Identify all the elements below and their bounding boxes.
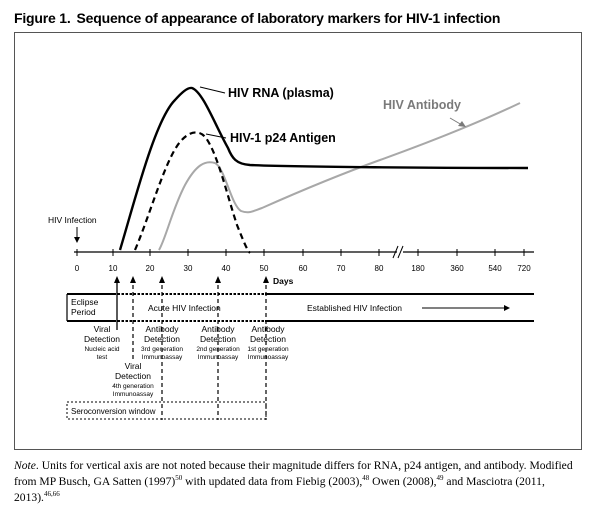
- figure-title: Figure 1. Sequence of appearance of labor…: [14, 10, 500, 26]
- note-text-4: and Masciotra (2011, 2013).: [14, 475, 545, 504]
- p24-curve: [133, 131, 251, 254]
- antibody-label: HIV Antibody: [383, 98, 461, 112]
- rna-curve: [118, 86, 529, 251]
- detection-viral-nat-sub2: test: [97, 354, 108, 361]
- note-text-2: with updated data from Fiebig (2003),: [182, 475, 363, 488]
- detection-1st-gen-sub2: Immunoassay: [248, 354, 289, 361]
- marker-2nd-gen-arrowhead: [215, 276, 221, 283]
- tick-label-360: 360: [450, 264, 464, 273]
- axis-break-icon: [392, 245, 404, 259]
- hiv-markers-diagram: HIV RNA (plasma) HIV-1 p24 Antigen HIV A…: [48, 86, 534, 420]
- tick-label-70: 70: [337, 264, 346, 273]
- tick-label-60: 60: [299, 264, 308, 273]
- rna-pointer: [199, 86, 226, 94]
- marker-viral-nat-arrowhead: [114, 276, 120, 283]
- detection-3rd-gen-sub1: 3rd generation: [141, 346, 183, 353]
- established-arrowhead: [504, 305, 510, 311]
- marker-1st-gen-arrowhead: [263, 276, 269, 283]
- marker-3rd-gen-arrowhead: [159, 276, 165, 283]
- established-label: Established HIV Infection: [307, 303, 402, 313]
- eclipse-label-1: Eclipse: [71, 297, 99, 307]
- detection-4th-gen-sub2: Immunoassay: [113, 391, 154, 398]
- detection-4th-gen-sub1: 4th generation: [112, 383, 154, 390]
- p24-pointer: [205, 133, 227, 139]
- ref-fiebig: 48: [362, 474, 370, 483]
- detection-2nd-gen-title2: Detection: [200, 334, 236, 344]
- detection-3rd-gen-title1: Antibody: [145, 324, 179, 334]
- detection-2nd-gen-sub1: 2nd generation: [196, 346, 240, 353]
- figure-title-text: Sequence of appearance of laboratory mar…: [76, 10, 501, 26]
- days-unit: Days: [273, 276, 294, 286]
- tick-label-10: 10: [109, 264, 118, 273]
- figure-frame: [14, 32, 582, 450]
- detection-viral-nat-sub1: Nucleic acid: [84, 346, 119, 353]
- note-lead: Note: [14, 459, 36, 472]
- tick-label-40: 40: [222, 264, 231, 273]
- p24-label: HIV-1 p24 Antigen: [230, 131, 336, 145]
- note-text-1: . Units for vertical axis are not noted …: [14, 459, 573, 488]
- tick-label-30: 30: [184, 264, 193, 273]
- rna-label: HIV RNA (plasma): [228, 86, 334, 100]
- antibody-curve: [158, 102, 521, 251]
- acute-label: Acute HIV Infection: [148, 303, 221, 313]
- ref-masciotra: 46,66: [43, 490, 60, 499]
- note-text-3: Owen (2008),: [369, 475, 437, 488]
- tick-group: 0 10 20 30 40 50 60 70 80 180 360 540 720: [75, 249, 531, 273]
- tick-label-180: 180: [411, 264, 425, 273]
- tick-label-0: 0: [75, 264, 80, 273]
- tick-label-80: 80: [375, 264, 384, 273]
- detection-1st-gen-title1: Antibody: [251, 324, 285, 334]
- detection-1st-gen-sub1: 1st generation: [247, 346, 289, 353]
- infection-arrowhead: [74, 237, 80, 243]
- detection-1st-gen-title2: Detection: [250, 334, 286, 344]
- tick-label-540: 540: [488, 264, 502, 273]
- infection-label: HIV Infection: [48, 215, 97, 225]
- detection-viral-nat-title1: Viral: [94, 324, 111, 334]
- figure-note: Note. Units for vertical axis are not no…: [14, 458, 589, 506]
- seroconversion-label: Seroconversion window: [71, 407, 156, 416]
- tick-label-720: 720: [517, 264, 531, 273]
- detection-4th-gen-title1: Viral: [125, 361, 142, 371]
- tick-label-20: 20: [146, 264, 155, 273]
- detection-viral-nat-title2: Detection: [84, 334, 120, 344]
- eclipse-label-2: Period: [71, 307, 96, 317]
- tick-label-50: 50: [260, 264, 269, 273]
- detection-2nd-gen-title1: Antibody: [201, 324, 235, 334]
- detection-3rd-gen-sub2: Immunoassay: [142, 354, 183, 361]
- detection-3rd-gen-title2: Detection: [144, 334, 180, 344]
- detection-2nd-gen-sub2: Immunoassay: [198, 354, 239, 361]
- antibody-arrowhead: [458, 121, 466, 127]
- detection-4th-gen-title2: Detection: [115, 371, 151, 381]
- figure-number: Figure 1.: [14, 10, 71, 26]
- ref-busch: 50: [175, 474, 183, 483]
- ref-owen: 49: [436, 474, 444, 483]
- marker-4th-gen-arrowhead: [130, 276, 136, 283]
